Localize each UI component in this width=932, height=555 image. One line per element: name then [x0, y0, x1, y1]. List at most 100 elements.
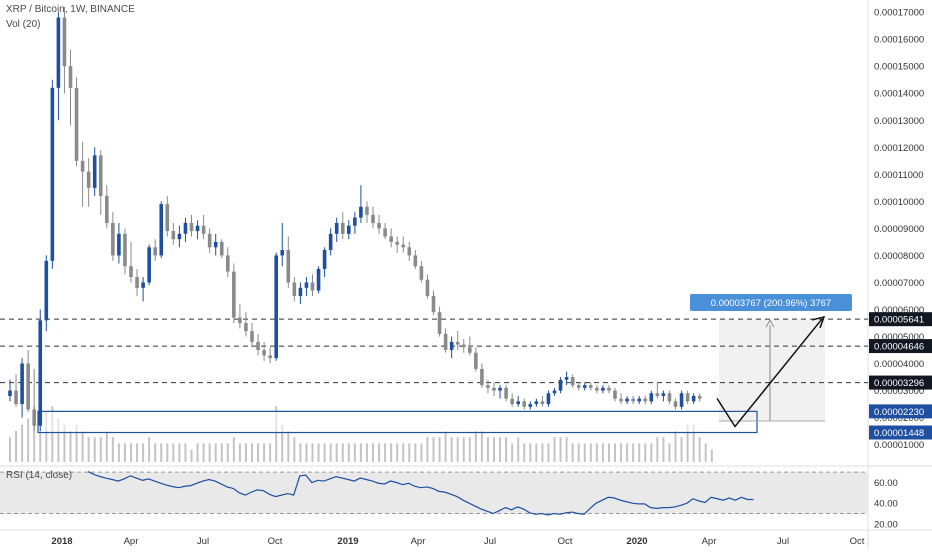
candle-body	[570, 377, 575, 386]
volume-bar	[511, 443, 514, 462]
volume-bar	[196, 443, 199, 462]
candle-body	[80, 160, 85, 172]
candle-body	[516, 401, 520, 405]
volume-bar	[160, 443, 163, 462]
volume-bar	[710, 449, 713, 462]
candle-body	[437, 312, 442, 334]
y-tick-label: 0.00014000	[874, 89, 924, 100]
candle-body	[449, 341, 454, 351]
x-tick-label: 2020	[626, 536, 647, 547]
candle-body	[226, 255, 230, 272]
volume-bar	[365, 443, 368, 462]
candle-body	[679, 393, 684, 407]
volume-bar	[105, 431, 108, 462]
candle-body	[280, 250, 285, 256]
candle-body	[316, 268, 321, 291]
volume-bar	[99, 437, 102, 462]
volume-bar	[547, 443, 550, 462]
volume-bar	[359, 443, 362, 462]
rsi-title: RSI (14, close)	[6, 470, 73, 481]
candle-body	[244, 322, 248, 332]
candle-body	[419, 266, 424, 280]
rsi-band	[0, 472, 868, 514]
volume-bar	[232, 437, 235, 462]
volume-bar	[281, 424, 284, 462]
y-tick-label: 0.00007000	[874, 278, 924, 289]
candle-body	[607, 387, 611, 391]
candle-body	[431, 295, 436, 313]
candle-body	[552, 390, 557, 394]
volume-bar	[378, 443, 381, 462]
candle-body	[353, 217, 357, 226]
volume-bar	[184, 443, 187, 462]
y-tick-label: 0.00013000	[874, 116, 924, 127]
x-tick-label: Oct	[558, 536, 573, 547]
volume-bar	[686, 424, 689, 462]
volume-bar	[462, 437, 465, 462]
x-tick-label: Oct	[850, 536, 865, 547]
candle-body	[365, 206, 369, 215]
volume-bar	[698, 437, 701, 462]
candle-body	[50, 87, 55, 261]
price-badge	[869, 404, 932, 419]
volume-bar	[202, 443, 205, 462]
volume-bar	[21, 424, 24, 462]
x-tick-label: Apr	[124, 536, 139, 547]
candle-body	[461, 344, 466, 348]
x-tick-label: Oct	[268, 536, 283, 547]
volume-bar	[541, 443, 544, 462]
candle-body	[20, 363, 24, 405]
candle-body	[401, 244, 406, 248]
volume-bar	[130, 443, 132, 462]
candle-body	[286, 250, 291, 283]
candle-body	[492, 387, 496, 391]
volume-bar	[402, 443, 405, 462]
rsi-tick-label: 20.00	[874, 519, 898, 530]
volume-bar	[305, 443, 308, 462]
candle-body	[673, 401, 678, 407]
volume-bar	[323, 443, 326, 462]
candle-body	[141, 282, 145, 288]
candle-body	[383, 228, 387, 237]
y-tick-label: 0.00011000	[874, 170, 924, 181]
candle-body	[26, 363, 30, 410]
candle-body	[340, 222, 345, 234]
volume-bar	[117, 443, 120, 462]
volume-bar	[51, 406, 54, 462]
y-tick-label: 0.00017000	[874, 8, 924, 19]
volume-bar	[517, 437, 520, 462]
candle-body	[359, 206, 363, 218]
candle-body	[44, 260, 49, 321]
candle-body	[655, 393, 660, 396]
candle-body	[256, 341, 260, 351]
measure-label: 0.00003767 (200.96%) 3767	[711, 298, 831, 309]
candle-body	[165, 204, 170, 232]
candle-body	[589, 385, 593, 388]
candle-body	[62, 17, 67, 67]
volume-bar	[69, 431, 72, 462]
volume-bar	[166, 443, 169, 462]
volume-bar	[293, 437, 296, 462]
candle-body	[268, 355, 272, 359]
volume-bar	[559, 437, 562, 462]
volume-bar	[208, 443, 211, 462]
volume-bar	[63, 424, 66, 462]
volume-bar	[15, 431, 18, 462]
candle-body	[32, 409, 36, 426]
volume-bar	[426, 437, 429, 462]
volume-bar	[577, 443, 580, 462]
candle-body	[371, 214, 375, 223]
price-badge-label: 0.00001448	[874, 428, 924, 439]
candle-body	[201, 225, 206, 234]
candle-body	[238, 317, 242, 323]
volume-bar	[656, 437, 659, 462]
candle-body	[153, 247, 157, 256]
volume-bar	[529, 443, 532, 462]
volume-bar	[450, 437, 453, 462]
candle-body	[455, 341, 460, 345]
volume-bar	[33, 406, 36, 462]
candle-body	[310, 282, 315, 291]
volume-bar	[347, 443, 350, 462]
volume-bar	[275, 406, 278, 462]
